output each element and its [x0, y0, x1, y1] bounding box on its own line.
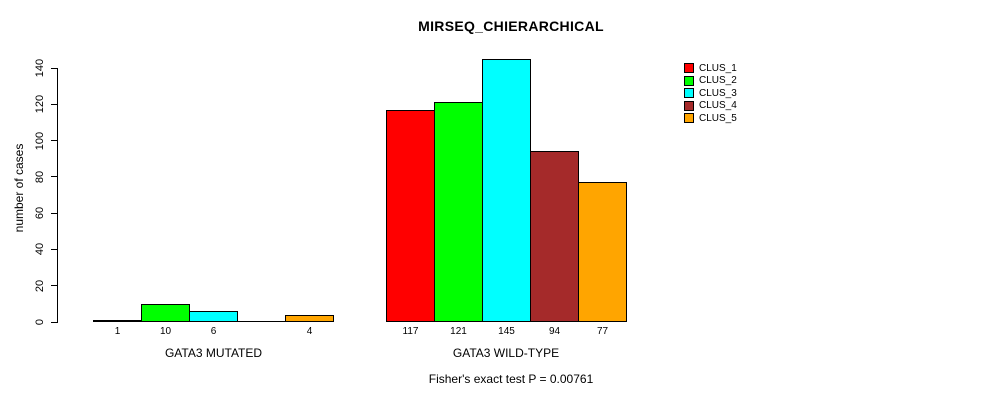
bar-clus_5-group1 — [285, 315, 334, 322]
y-axis-tick — [51, 176, 57, 178]
bar-clus_5-group2 — [578, 182, 627, 322]
legend-row: CLUS_5 — [684, 112, 737, 125]
bar-clus_4-group2 — [530, 151, 579, 322]
legend-row: CLUS_1 — [684, 62, 737, 75]
x-axis-group-label-wildtype: GATA3 WILD-TYPE — [452, 346, 560, 360]
bar-value-label: 77 — [596, 326, 609, 337]
y-axis-tick — [51, 103, 57, 105]
legend-swatch-icon — [684, 113, 694, 124]
legend: CLUS_1 CLUS_2 CLUS_3 CLUS_4 CLUS_5 — [684, 62, 737, 125]
bar-clus_3-group1 — [189, 311, 238, 322]
y-axis-line — [57, 68, 58, 323]
bar-clus_1-group1 — [93, 320, 142, 322]
legend-label: CLUS_5 — [699, 112, 737, 124]
y-axis-tick — [51, 140, 57, 142]
bar-value-label: 4 — [306, 326, 313, 337]
bar-clus_3-group2 — [482, 59, 531, 322]
x-axis-group-label-mutated: GATA3 MUTATED — [164, 346, 263, 360]
legend-row: CLUS_2 — [684, 75, 737, 88]
legend-swatch-icon — [684, 75, 694, 86]
legend-swatch-icon — [684, 88, 694, 99]
bar-value-label: 10 — [159, 326, 172, 337]
bar-clus_1-group2 — [386, 110, 435, 322]
bar-value-label: 94 — [548, 326, 561, 337]
bar-clus_4-group1 — [237, 321, 286, 322]
y-axis-tick — [51, 212, 57, 214]
bar-value-label: 6 — [210, 326, 217, 337]
bar-value-label: 145 — [498, 326, 515, 337]
chart-title: MIRSEQ_CHIERARCHICAL — [418, 18, 604, 34]
legend-label: CLUS_4 — [699, 100, 737, 112]
y-axis-tick — [51, 248, 57, 250]
legend-swatch-icon — [684, 100, 694, 111]
y-axis-tick — [51, 321, 57, 323]
bar-clus_2-group2 — [434, 102, 483, 322]
legend-label: CLUS_1 — [699, 62, 737, 74]
bar-clus_2-group1 — [141, 304, 190, 322]
statistical-test-annotation: Fisher's exact test P = 0.00761 — [428, 372, 594, 386]
legend-swatch-icon — [684, 63, 694, 74]
legend-label: CLUS_2 — [699, 75, 737, 87]
y-axis-tick — [51, 285, 57, 287]
bar-value-label: 1 — [114, 326, 121, 337]
bar-value-label: 121 — [450, 326, 467, 337]
bar-value-label: 117 — [402, 326, 419, 337]
y-axis-tick — [51, 67, 57, 69]
legend-row: CLUS_4 — [684, 100, 737, 113]
legend-label: CLUS_3 — [699, 87, 737, 99]
legend-row: CLUS_3 — [684, 87, 737, 100]
